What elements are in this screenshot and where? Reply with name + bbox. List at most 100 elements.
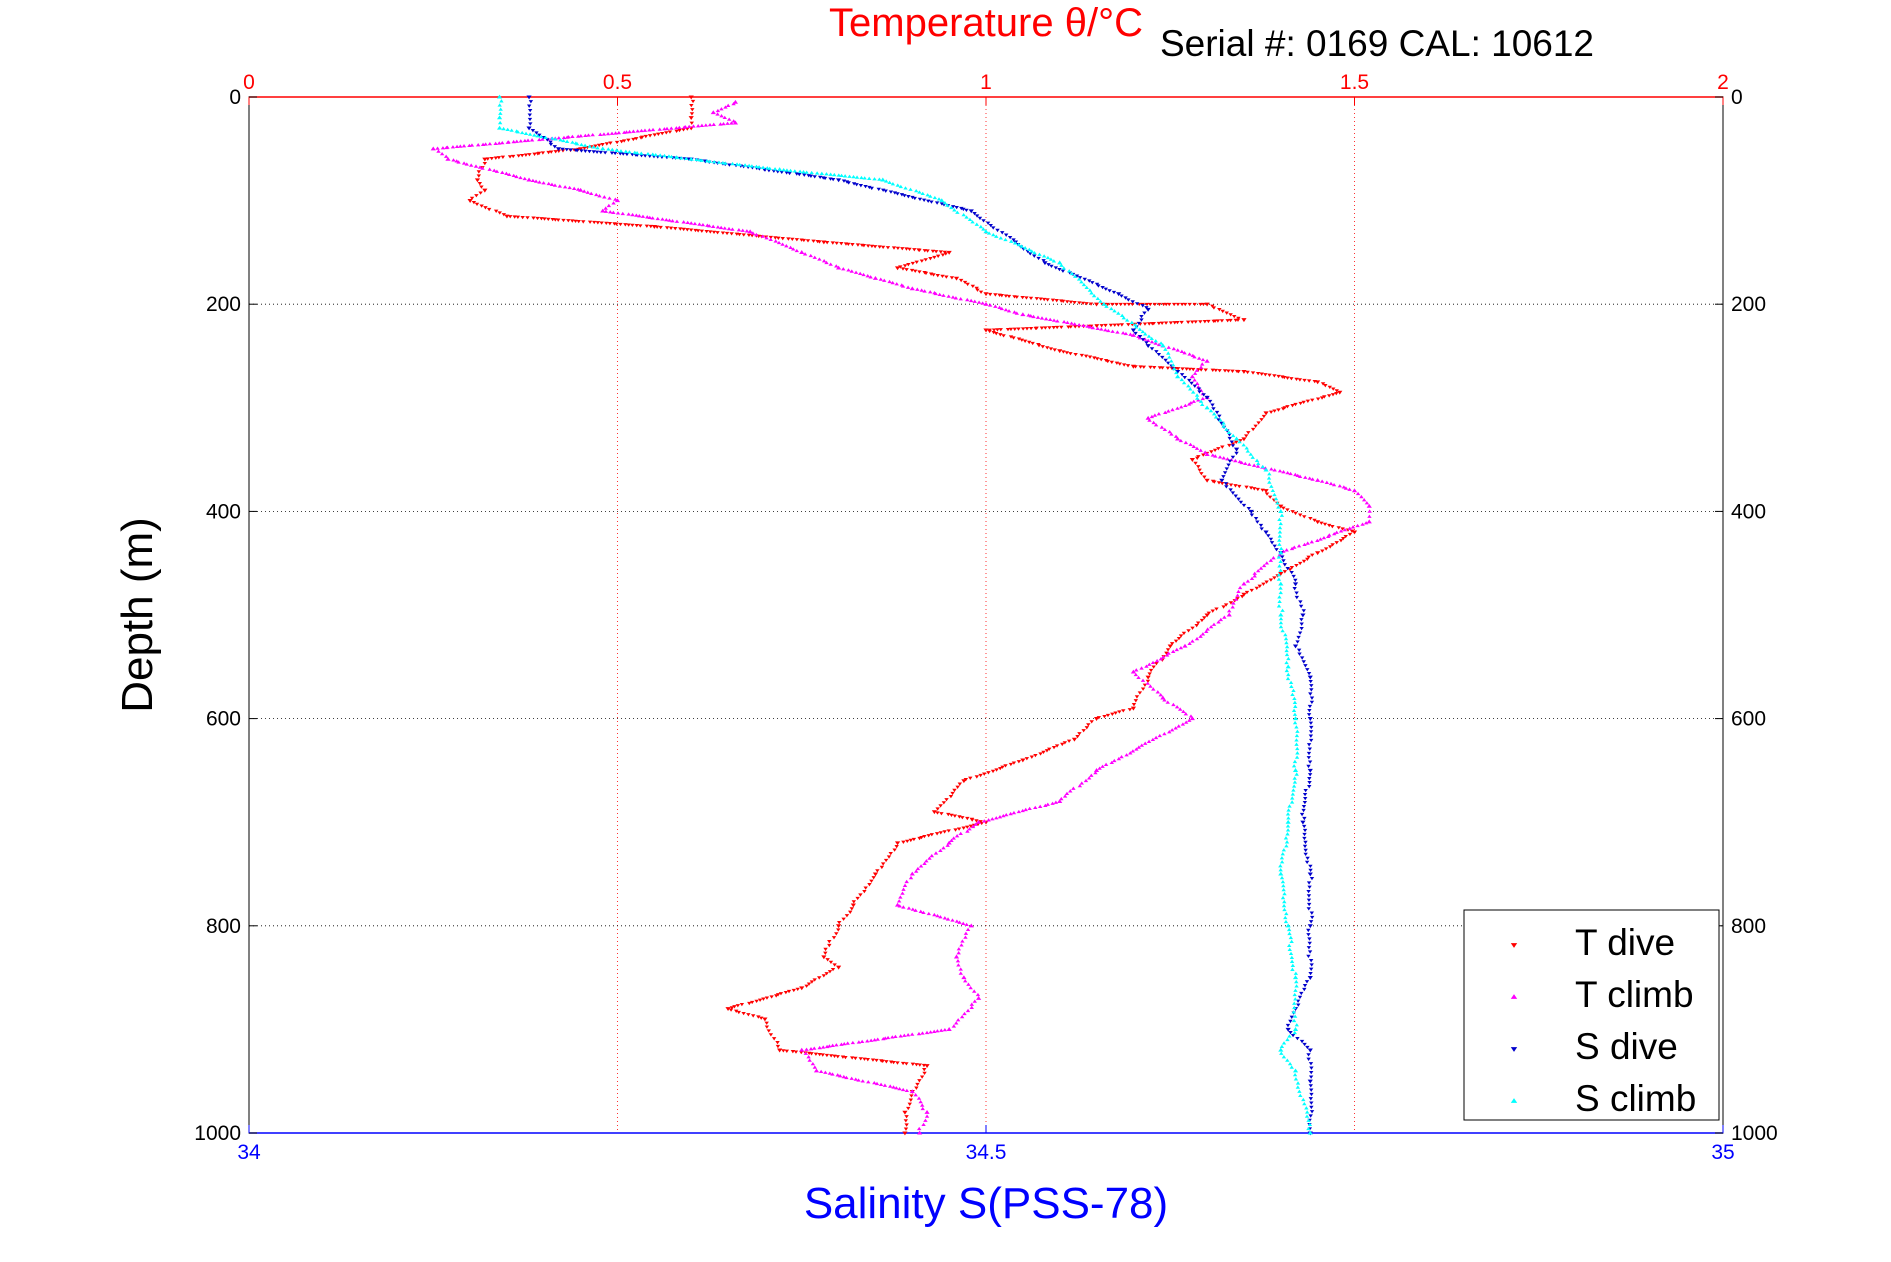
data-point xyxy=(1185,320,1191,324)
data-point xyxy=(1279,860,1285,864)
data-point xyxy=(1304,1114,1310,1118)
data-point xyxy=(1197,468,1202,472)
data-point xyxy=(821,1045,826,1049)
data-point xyxy=(915,287,920,291)
data-point xyxy=(1004,812,1009,817)
data-point xyxy=(1294,772,1299,776)
data-point xyxy=(1020,295,1025,300)
data-point xyxy=(583,133,588,137)
data-point xyxy=(1288,471,1293,476)
data-point xyxy=(942,916,948,920)
data-point xyxy=(549,182,555,186)
data-point xyxy=(467,199,473,203)
data-point xyxy=(1041,750,1046,755)
data-point xyxy=(885,1035,891,1040)
data-point xyxy=(1304,860,1310,865)
data-point xyxy=(1112,758,1117,763)
data-point xyxy=(1140,678,1146,682)
data-point xyxy=(1077,783,1083,788)
data-point xyxy=(882,1083,888,1087)
data-point xyxy=(1095,296,1101,300)
data-point xyxy=(1211,622,1217,626)
data-point xyxy=(940,253,946,257)
data-point xyxy=(1276,577,1282,581)
data-point xyxy=(906,1106,911,1111)
data-point xyxy=(1301,609,1306,613)
data-point xyxy=(742,163,748,167)
data-point xyxy=(1098,358,1104,362)
data-point xyxy=(1292,1027,1299,1031)
data-point xyxy=(546,181,551,186)
data-point xyxy=(1226,369,1231,373)
data-point xyxy=(1171,346,1177,351)
data-point xyxy=(619,140,624,144)
data-point xyxy=(1306,902,1312,907)
data-point xyxy=(618,222,623,227)
data-point xyxy=(1320,382,1326,386)
data-point xyxy=(1280,628,1285,633)
data-point xyxy=(855,896,860,901)
data-point xyxy=(627,150,632,154)
data-point xyxy=(1309,1105,1314,1110)
data-point xyxy=(900,1087,906,1092)
data-point xyxy=(920,1106,925,1111)
data-point xyxy=(925,193,930,197)
data-point xyxy=(872,1038,877,1042)
data-point xyxy=(1191,444,1196,448)
data-point xyxy=(522,176,527,181)
data-point xyxy=(1221,605,1226,609)
data-point xyxy=(1149,340,1155,344)
data-point xyxy=(525,216,530,220)
data-point xyxy=(821,240,827,245)
data-point xyxy=(1227,436,1232,441)
data-point xyxy=(767,166,772,170)
data-point xyxy=(689,103,694,108)
data-point xyxy=(1133,365,1138,369)
data-point xyxy=(715,225,721,229)
data-point xyxy=(505,127,510,131)
data-point xyxy=(535,134,540,138)
data-point xyxy=(1166,345,1171,349)
data-point xyxy=(675,155,680,160)
data-point xyxy=(880,188,886,192)
data-point xyxy=(845,1041,850,1045)
data-point xyxy=(1250,371,1256,375)
data-point xyxy=(556,149,562,153)
data-point xyxy=(1031,314,1036,319)
data-point xyxy=(809,1052,814,1056)
data-point xyxy=(1330,543,1335,547)
data-point xyxy=(1122,302,1128,307)
data-point xyxy=(1250,455,1255,459)
data-point xyxy=(476,170,482,174)
data-point xyxy=(1309,696,1315,700)
data-point xyxy=(653,152,658,157)
data-point xyxy=(1334,392,1339,396)
data-point xyxy=(1293,988,1298,992)
data-point xyxy=(1226,430,1232,434)
data-point xyxy=(1280,852,1285,856)
data-point xyxy=(1252,571,1257,575)
data-point xyxy=(1144,664,1149,668)
data-point xyxy=(570,219,575,223)
data-point xyxy=(1009,239,1014,243)
data-point xyxy=(1231,601,1236,605)
data-point xyxy=(1137,327,1143,331)
data-point xyxy=(827,1071,833,1075)
data-point xyxy=(1057,349,1063,354)
data-point xyxy=(1079,353,1085,358)
data-point xyxy=(1130,669,1136,674)
data-point xyxy=(1364,501,1370,505)
data-point xyxy=(1307,976,1313,980)
data-point xyxy=(1093,771,1098,775)
data-point xyxy=(1300,820,1306,825)
data-point xyxy=(614,222,619,226)
data-point xyxy=(1281,470,1286,474)
data-point xyxy=(784,1049,790,1053)
data-point xyxy=(1302,828,1308,833)
data-point xyxy=(928,194,933,198)
data-point xyxy=(867,185,872,190)
data-point xyxy=(850,903,856,908)
data-point xyxy=(1303,848,1308,853)
data-point xyxy=(548,140,553,144)
data-point xyxy=(974,222,979,226)
